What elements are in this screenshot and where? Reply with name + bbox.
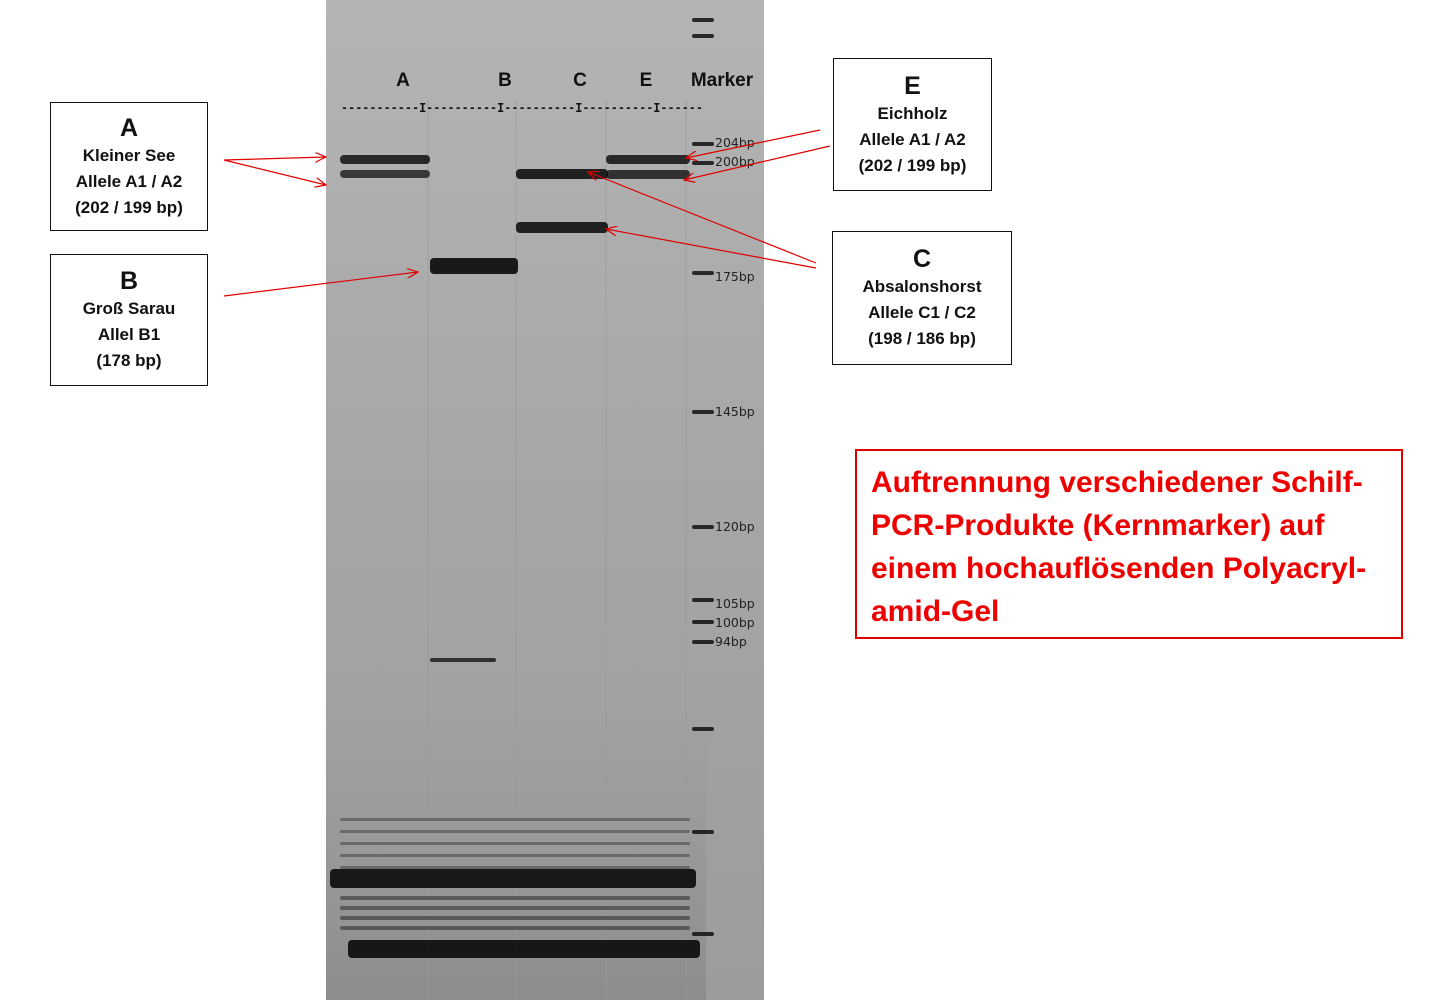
marker-ladder-band xyxy=(692,18,714,22)
marker-ladder-band xyxy=(692,598,714,602)
faint-band xyxy=(340,866,690,869)
sample-box-c: C Absalonshorst Allele C1 / C2 (198 / 18… xyxy=(832,231,1012,365)
annotation-arrows xyxy=(223,129,831,297)
box-allele: Allele A1 / A2 xyxy=(859,129,966,149)
faint-band xyxy=(340,854,690,857)
marker-ladder-band xyxy=(692,271,714,275)
arrow-e-lower xyxy=(684,145,831,180)
box-size: (202 / 199 bp) xyxy=(75,197,183,217)
faint-band xyxy=(340,818,690,821)
box-allele: Allele C1 / C2 xyxy=(868,303,976,322)
marker-ladder xyxy=(692,18,714,936)
box-site-name: Kleiner See xyxy=(82,145,176,165)
band-a-allele-2 xyxy=(340,170,430,178)
marker-size-label: 175bp xyxy=(715,269,755,284)
marker-size-label: 120bp xyxy=(715,519,755,534)
arrow-b xyxy=(223,272,418,297)
box-allele: Allel B1 xyxy=(97,325,161,344)
figure-caption: Auftrennung verschiedener Schilf-PCR-Pro… xyxy=(855,449,1403,639)
box-allele: Allele A1 / A2 xyxy=(75,171,183,191)
faint-band xyxy=(340,842,690,845)
marker-size-label: 94bp xyxy=(715,634,747,649)
primer-band-upper xyxy=(330,869,696,888)
band-a-allele-1 xyxy=(340,155,430,164)
band-e-allele-1 xyxy=(606,155,690,164)
marker-size-label: 145bp xyxy=(715,404,755,419)
sample-box-a: A Kleiner See Allele A1 / A2 (202 / 199 … xyxy=(50,102,208,231)
arrow-e-upper xyxy=(686,129,821,158)
box-site-name: Absalonshorst xyxy=(862,277,982,296)
band-b-faint xyxy=(430,658,496,662)
box-letter: E xyxy=(904,71,921,100)
marker-ladder-band xyxy=(692,640,714,644)
faint-band xyxy=(340,906,690,910)
band-c-allele-2 xyxy=(516,222,608,233)
arrow-a-lower xyxy=(223,159,326,185)
lane-dividers xyxy=(427,100,687,1000)
primer-band-lower xyxy=(348,940,700,958)
gel-bands xyxy=(330,155,700,958)
lane-label-e: E xyxy=(640,70,653,91)
box-site-name: Eichholz xyxy=(877,103,948,123)
faint-band xyxy=(340,830,690,833)
marker-ladder-band xyxy=(692,161,714,165)
sample-box-e: E Eichholz Allele A1 / A2 (202 / 199 bp) xyxy=(833,58,992,191)
marker-size-label: 105bp xyxy=(715,596,755,611)
sample-box-b: B Groß Sarau Allel B1 (178 bp) xyxy=(50,254,208,386)
faint-band xyxy=(340,916,690,920)
band-e-allele-2 xyxy=(606,170,690,179)
marker-size-label: 100bp xyxy=(715,615,755,630)
lane-label-a: A xyxy=(396,70,410,91)
faint-band xyxy=(340,926,690,930)
marker-ladder-band xyxy=(692,525,714,529)
arrow-c-lower xyxy=(606,229,817,269)
marker-ladder-band xyxy=(692,830,714,834)
box-letter: A xyxy=(119,113,139,142)
box-letter: B xyxy=(119,267,139,295)
box-size: (202 / 199 bp) xyxy=(858,155,967,175)
lane-label-marker: Marker xyxy=(691,70,754,91)
marker-ladder-band xyxy=(692,34,714,38)
marker-ladder-band xyxy=(692,932,714,936)
lane-label-c: C xyxy=(573,70,587,91)
marker-ladder-band xyxy=(692,727,714,731)
band-c-allele-1 xyxy=(516,169,608,179)
arrow-c-upper xyxy=(588,172,817,264)
arrow-a-upper xyxy=(223,157,326,160)
box-site-name: Groß Sarau xyxy=(82,299,176,318)
marker-ladder-band xyxy=(692,410,714,414)
box-letter: C xyxy=(912,245,932,273)
lane-label-b: B xyxy=(498,70,512,91)
band-b-allele-1 xyxy=(430,258,518,274)
lane-separator-row: -----------I----------I----------I------… xyxy=(341,101,703,117)
marker-size-label: 200bp xyxy=(715,154,755,169)
box-size: (178 bp) xyxy=(96,351,162,370)
marker-ladder-band xyxy=(692,620,714,624)
box-size: (198 / 186 bp) xyxy=(868,329,976,348)
marker-ladder-band xyxy=(692,142,714,146)
faint-band xyxy=(340,896,690,900)
